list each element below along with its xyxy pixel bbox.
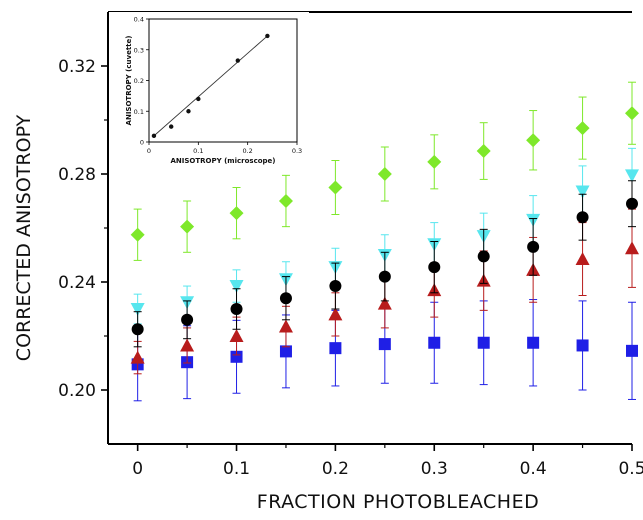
data-point-circle bbox=[576, 211, 589, 224]
data-point-square bbox=[279, 345, 292, 358]
data-point-triangle-down bbox=[229, 280, 244, 294]
data-point-triangle-up bbox=[575, 252, 590, 266]
inset-data-point bbox=[169, 124, 174, 129]
main-x-tick-label: 0.2 bbox=[322, 459, 349, 479]
data-point-triangle-up bbox=[229, 329, 244, 342]
data-point-diamond bbox=[575, 121, 590, 136]
series-diamond bbox=[130, 81, 639, 261]
main-y-tick-label: 0.32 bbox=[58, 57, 96, 77]
inset-data-point bbox=[196, 96, 201, 102]
data-point-circle bbox=[428, 261, 441, 274]
main-y-tick-label: 0.24 bbox=[58, 273, 96, 293]
data-point-triangle-up bbox=[377, 296, 392, 310]
data-point-diamond bbox=[625, 106, 639, 121]
inset-x-axis-title: ANISOTROPY (microscope) bbox=[170, 157, 275, 165]
data-point-triangle-up bbox=[278, 319, 293, 333]
main-y-tick-label: 0.20 bbox=[58, 381, 96, 401]
data-point-square bbox=[378, 338, 391, 351]
data-point-square bbox=[329, 342, 342, 355]
data-point-triangle-up bbox=[625, 241, 639, 255]
data-point-diamond bbox=[130, 227, 145, 242]
main-y-axis-title: CORRECTED ANISOTROPY bbox=[13, 114, 35, 361]
data-point-square bbox=[230, 350, 243, 363]
main-x-axis-title: FRACTION PHOTOBLEACHED bbox=[257, 491, 539, 513]
data-point-diamond bbox=[476, 144, 491, 159]
data-point-circle bbox=[329, 280, 342, 293]
data-point-circle bbox=[279, 292, 292, 305]
data-point-circle bbox=[131, 323, 144, 336]
inset-y-axis-title: ANISOTROPY (cuvette) bbox=[125, 36, 133, 126]
data-point-triangle-down bbox=[130, 303, 145, 316]
main-x-tick-label: 0.3 bbox=[421, 459, 448, 479]
inset-x-tick-label: 0.1 bbox=[193, 147, 203, 155]
data-point-triangle-down bbox=[625, 169, 639, 183]
main-series-layer bbox=[130, 81, 639, 402]
main-x-tick-label: 0 bbox=[132, 459, 143, 479]
series-circle bbox=[131, 180, 638, 348]
data-point-circle bbox=[378, 270, 391, 283]
inset-fit-line bbox=[153, 35, 268, 137]
data-point-square bbox=[527, 336, 540, 349]
inset-data-point bbox=[186, 109, 191, 114]
data-point-triangle-up bbox=[130, 350, 145, 364]
inset-chart: 0 0.1 0.2 0.3 0 0.1 0.2 0.3 0.4 ANISOTROPY (micro… bbox=[109, 12, 309, 172]
main-y-tick-label: 0.28 bbox=[58, 165, 96, 185]
inset-y-tick-label: 0.4 bbox=[134, 16, 144, 24]
data-point-diamond bbox=[278, 194, 293, 208]
data-point-diamond bbox=[427, 154, 442, 169]
main-x-tick-label: 0.5 bbox=[618, 459, 643, 479]
data-point-circle bbox=[477, 250, 490, 263]
data-point-diamond bbox=[328, 180, 343, 195]
data-point-diamond bbox=[180, 219, 195, 234]
inset-data-point bbox=[235, 58, 240, 63]
data-point-diamond bbox=[526, 133, 541, 148]
inset-data-point bbox=[151, 133, 157, 139]
data-point-square bbox=[477, 336, 490, 349]
data-point-diamond bbox=[377, 167, 392, 181]
data-point-triangle-up bbox=[328, 307, 343, 321]
inset-x-tick-label: 0.3 bbox=[292, 147, 302, 155]
inset-y-tick-label: 0.1 bbox=[134, 108, 144, 116]
main-x-tick-label: 0.1 bbox=[223, 459, 250, 479]
data-point-circle bbox=[230, 303, 243, 315]
data-point-circle bbox=[527, 240, 540, 253]
main-x-tick-label: 0.4 bbox=[520, 459, 547, 479]
inset-y-tick-label: 0 bbox=[140, 139, 144, 147]
inset-y-tick-label: 0.3 bbox=[134, 46, 144, 54]
data-point-square bbox=[428, 336, 441, 349]
data-point-triangle-down bbox=[575, 185, 590, 199]
data-point-diamond bbox=[229, 206, 244, 221]
inset-y-tick-label: 0.2 bbox=[134, 77, 144, 85]
data-point-circle bbox=[626, 197, 638, 210]
inset-background bbox=[109, 12, 309, 172]
inset-x-tick-label: 0 bbox=[147, 147, 151, 155]
inset-data-point bbox=[265, 33, 270, 39]
data-point-square bbox=[576, 339, 589, 352]
data-point-square bbox=[626, 344, 638, 357]
data-point-triangle-up bbox=[180, 338, 195, 352]
inset-x-tick-label: 0.2 bbox=[242, 147, 252, 155]
data-point-circle bbox=[181, 313, 194, 326]
